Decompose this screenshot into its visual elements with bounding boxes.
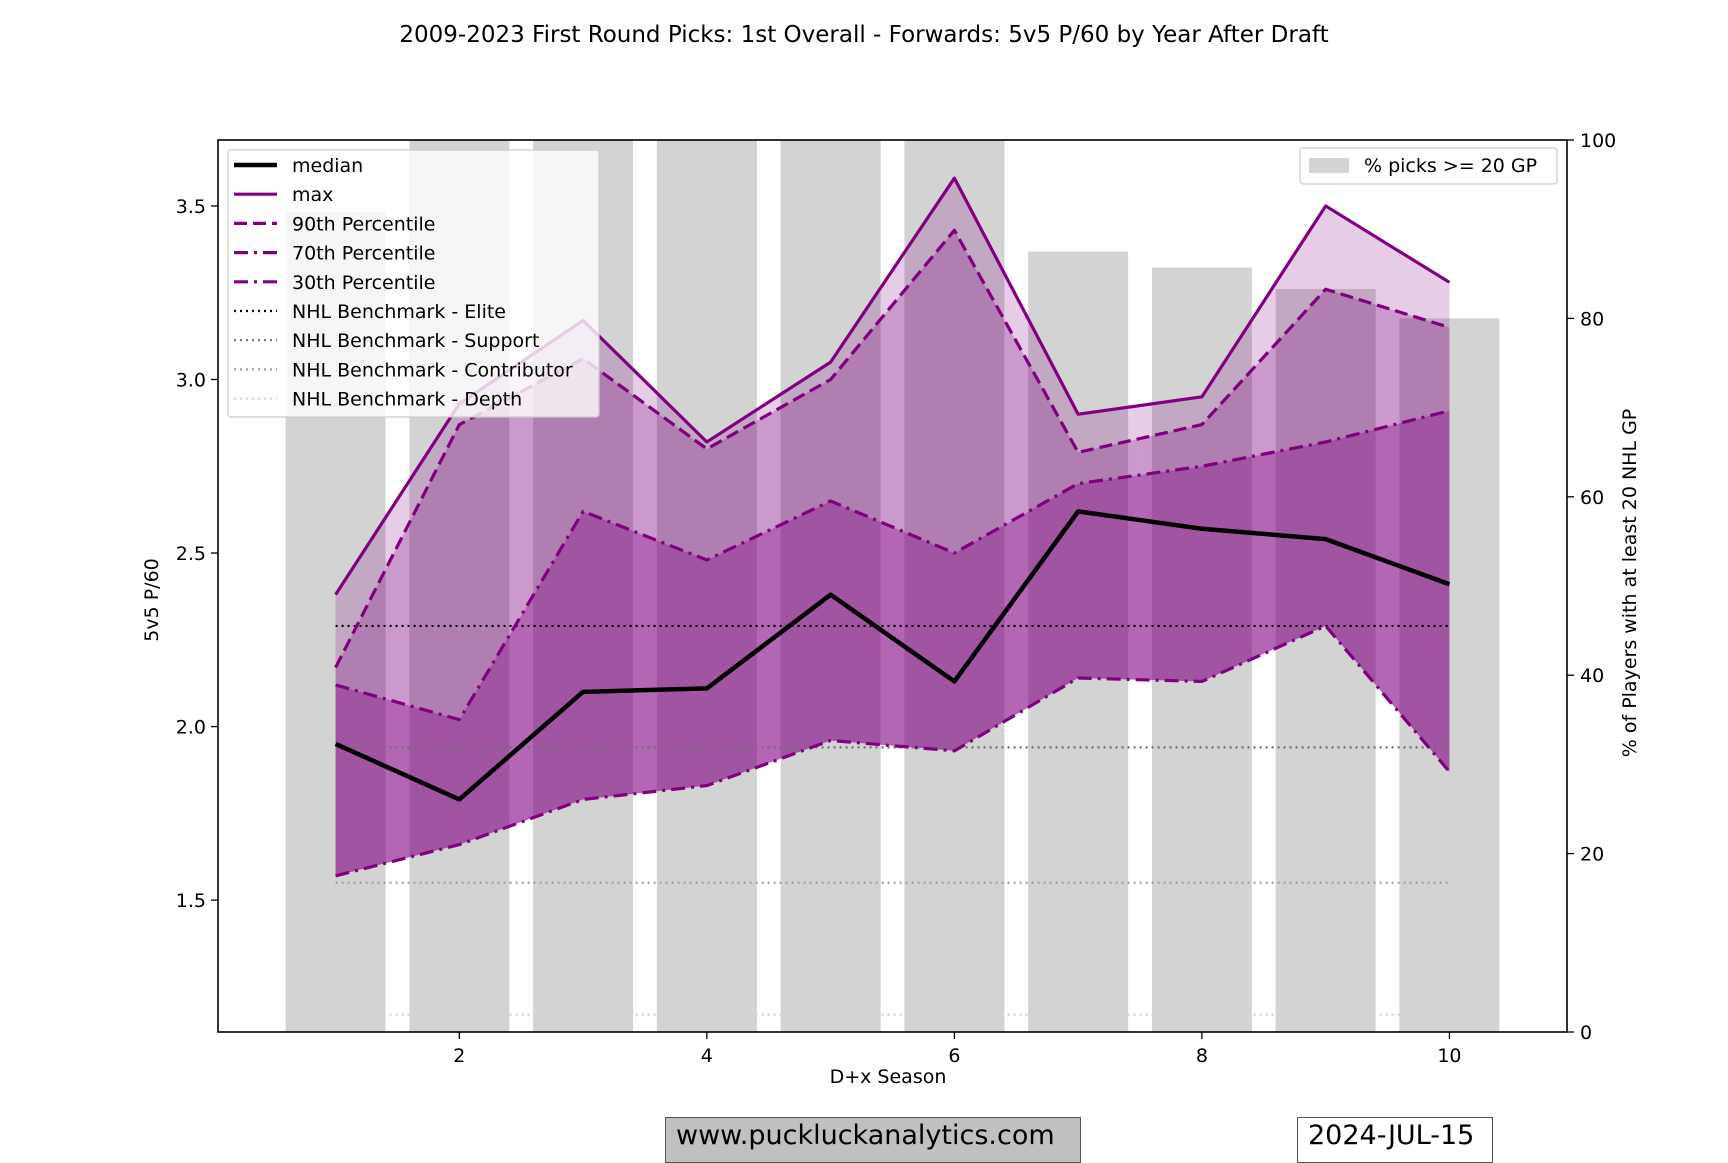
legend-label: max xyxy=(292,184,333,206)
legend-bars-label: % picks >= 20 GP xyxy=(1364,155,1537,177)
y2-tick-label: 0 xyxy=(1580,1022,1592,1044)
y2-axis-label: % of Players with at least 20 NHL GP xyxy=(1619,409,1641,758)
legend-label: 70th Percentile xyxy=(292,243,435,265)
y-tick-label: 3.5 xyxy=(176,196,206,218)
legend-label: 30th Percentile xyxy=(292,272,435,294)
y-tick-label: 2.5 xyxy=(176,543,206,565)
chart-title: 2009-2023 First Round Picks: 1st Overall… xyxy=(399,22,1328,48)
legend-label: NHL Benchmark - Depth xyxy=(292,389,522,411)
date-label: 2024-JUL-15 xyxy=(1297,1117,1493,1163)
y-tick-label: 3.0 xyxy=(176,369,206,391)
legend-label: NHL Benchmark - Elite xyxy=(292,301,506,323)
legend-bars-swatch xyxy=(1309,158,1349,173)
x-tick-label: 8 xyxy=(1196,1045,1208,1067)
x-axis-label: D+x Season xyxy=(830,1066,947,1088)
legend-frame xyxy=(227,149,600,418)
y-axis-label: 5v5 P/60 xyxy=(141,558,163,642)
y-tick-label: 1.5 xyxy=(176,890,206,912)
legend-series: median max 90th Percentile 70th Percentile 3… xyxy=(227,149,600,418)
website-label: www.puckluckanalytics.com xyxy=(665,1117,1081,1163)
x-tick-label: 10 xyxy=(1437,1045,1461,1067)
series-line-3 xyxy=(335,409,1450,722)
plot-area: 2 4 6 8 101.52.02.53.03.5020406080100medianm… xyxy=(176,130,1616,1067)
x-tick-label: 6 xyxy=(948,1045,960,1067)
plot-frame xyxy=(217,139,1568,1033)
x-tick-label: 4 xyxy=(701,1045,713,1067)
y2-tick-label: 20 xyxy=(1580,844,1604,866)
x-tick-label: 2 xyxy=(453,1045,465,1067)
legend-bars: % picks >= 20 GP xyxy=(1299,147,1558,185)
y2-tick-label: 40 xyxy=(1580,665,1604,687)
legend-label: 90th Percentile xyxy=(292,213,435,235)
legend-bars-frame xyxy=(1299,147,1558,185)
legend-label: median xyxy=(292,155,363,177)
series-line-0 xyxy=(334,509,1451,802)
band-90th-to-70th xyxy=(335,230,1450,720)
band-max-to-90th xyxy=(335,178,1450,668)
legend-label: NHL Benchmark - Contributor xyxy=(292,359,573,381)
y2-tick-label: 60 xyxy=(1580,487,1604,509)
band-70th-to-30th xyxy=(335,410,1450,876)
y-tick-label: 2.0 xyxy=(176,717,206,739)
y2-tick-label: 100 xyxy=(1580,130,1616,152)
legend-label: NHL Benchmark - Support xyxy=(292,330,539,352)
y2-tick-label: 80 xyxy=(1580,308,1604,330)
